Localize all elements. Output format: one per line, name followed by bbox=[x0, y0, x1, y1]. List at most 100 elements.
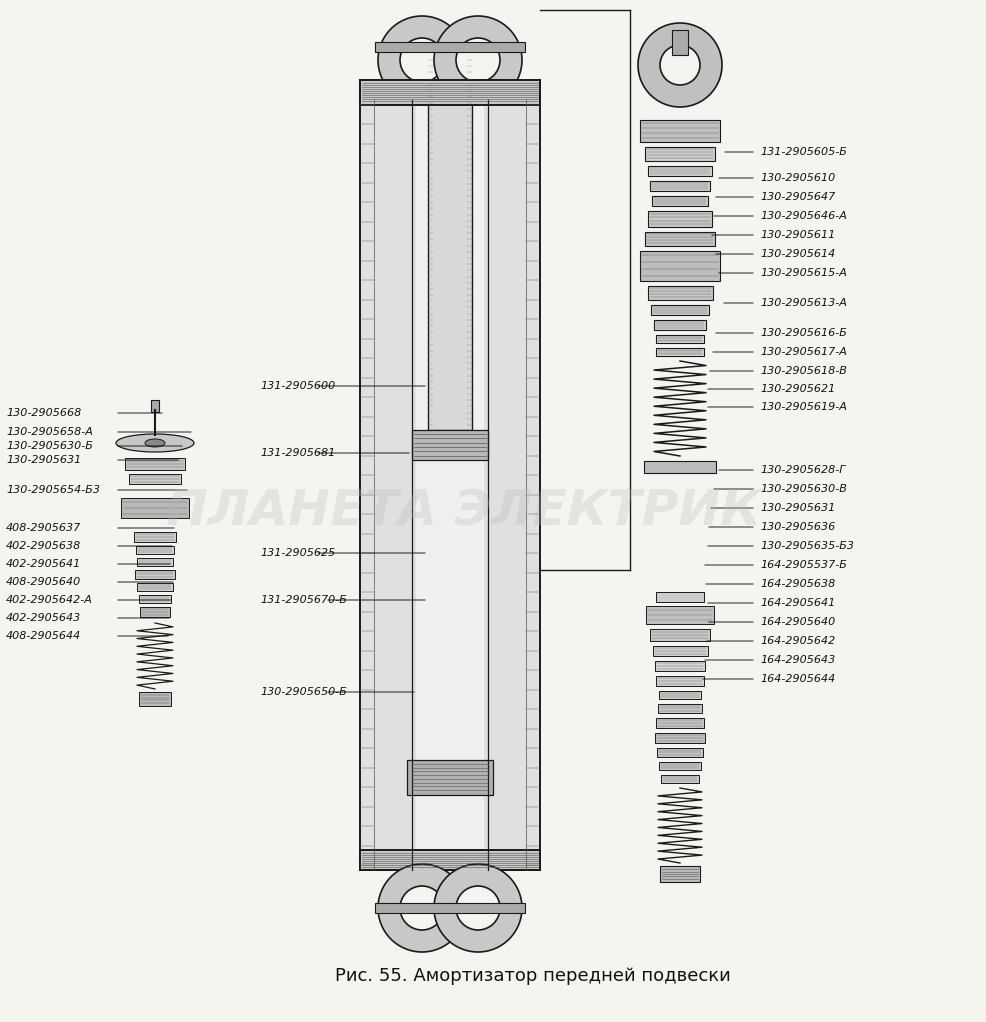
Text: 164-2905642: 164-2905642 bbox=[760, 636, 835, 646]
Text: 131-2905625: 131-2905625 bbox=[260, 548, 335, 558]
Text: 130-2905631: 130-2905631 bbox=[760, 503, 835, 513]
Bar bbox=[416, 100, 484, 870]
Bar bbox=[129, 474, 181, 484]
Text: 130-2905630-Б: 130-2905630-Б bbox=[6, 442, 93, 451]
Text: 130-2905613-А: 130-2905613-А bbox=[760, 298, 847, 308]
Bar bbox=[654, 320, 706, 330]
Circle shape bbox=[434, 16, 522, 104]
Bar bbox=[134, 532, 176, 542]
Text: 130-2905618-В: 130-2905618-В bbox=[760, 366, 847, 376]
Text: 130-2905630-В: 130-2905630-В bbox=[760, 484, 847, 494]
Text: 130-2905646-А: 130-2905646-А bbox=[760, 211, 847, 221]
Bar bbox=[375, 903, 525, 913]
Text: 130-2905610: 130-2905610 bbox=[760, 173, 835, 183]
Bar bbox=[657, 748, 703, 757]
Text: 408-2905644: 408-2905644 bbox=[6, 631, 81, 641]
Circle shape bbox=[638, 24, 722, 107]
Bar bbox=[672, 30, 688, 55]
Bar bbox=[658, 704, 702, 713]
Text: 130-2905631: 130-2905631 bbox=[6, 455, 81, 465]
Ellipse shape bbox=[116, 434, 194, 452]
Text: 408-2905637: 408-2905637 bbox=[6, 523, 81, 533]
Circle shape bbox=[378, 864, 466, 953]
Bar bbox=[659, 691, 701, 699]
Bar bbox=[360, 80, 540, 105]
Bar bbox=[645, 232, 715, 246]
Bar bbox=[137, 583, 173, 591]
Text: 164-2905537-Б: 164-2905537-Б bbox=[760, 560, 847, 570]
Text: 164-2905641: 164-2905641 bbox=[760, 598, 835, 608]
Text: 130-2905635-Б3: 130-2905635-Б3 bbox=[760, 541, 854, 551]
Bar bbox=[646, 606, 714, 624]
Text: 131-2905605-Б: 131-2905605-Б bbox=[760, 147, 847, 157]
Ellipse shape bbox=[145, 439, 165, 447]
Bar bbox=[648, 286, 713, 300]
Text: 402-2905641: 402-2905641 bbox=[6, 559, 81, 569]
Bar bbox=[125, 458, 185, 470]
Text: Рис. 55. Амортизатор передней подвески: Рис. 55. Амортизатор передней подвески bbox=[335, 967, 731, 985]
Bar bbox=[648, 166, 712, 176]
Text: 164-2905643: 164-2905643 bbox=[760, 655, 835, 665]
Bar bbox=[650, 181, 710, 191]
Text: 164-2905638: 164-2905638 bbox=[760, 579, 835, 589]
Circle shape bbox=[660, 45, 700, 85]
Bar bbox=[655, 661, 705, 671]
Text: 402-2905643: 402-2905643 bbox=[6, 613, 81, 623]
Bar bbox=[139, 692, 171, 706]
Bar bbox=[648, 211, 712, 227]
Circle shape bbox=[378, 16, 466, 104]
Bar bbox=[640, 120, 720, 142]
Circle shape bbox=[456, 886, 500, 930]
Text: 130-2905619-А: 130-2905619-А bbox=[760, 402, 847, 412]
Bar bbox=[659, 762, 701, 770]
Text: 131-2905600: 131-2905600 bbox=[260, 381, 335, 391]
Text: ПЛАНЕТА ЭЛЕКТРИК: ПЛАНЕТА ЭЛЕКТРИК bbox=[166, 487, 761, 535]
Text: 131-2905681: 131-2905681 bbox=[260, 448, 335, 458]
Bar bbox=[428, 55, 472, 430]
Text: 164-2905644: 164-2905644 bbox=[760, 673, 835, 684]
Text: 130-2905647: 130-2905647 bbox=[760, 192, 835, 202]
Bar bbox=[645, 147, 715, 161]
Text: 130-2905621: 130-2905621 bbox=[760, 384, 835, 394]
Bar bbox=[656, 335, 704, 343]
Text: 130-2905650-Б: 130-2905650-Б bbox=[260, 687, 347, 697]
Text: 130-2905617-А: 130-2905617-А bbox=[760, 347, 847, 357]
Bar bbox=[660, 866, 700, 882]
Bar bbox=[407, 760, 493, 795]
Text: 130-2905614: 130-2905614 bbox=[760, 249, 835, 259]
Circle shape bbox=[400, 38, 444, 82]
Bar bbox=[375, 42, 525, 52]
Text: 130-2905636: 130-2905636 bbox=[760, 522, 835, 532]
Bar bbox=[151, 400, 159, 412]
Text: 131-2905670-Б: 131-2905670-Б bbox=[260, 595, 347, 605]
Bar bbox=[650, 629, 710, 641]
Bar bbox=[655, 733, 705, 743]
Text: 130-2905611: 130-2905611 bbox=[760, 230, 835, 240]
Text: 130-2905654-Б3: 130-2905654-Б3 bbox=[6, 485, 100, 495]
Text: 402-2905638: 402-2905638 bbox=[6, 541, 81, 551]
Bar bbox=[656, 718, 704, 728]
Bar bbox=[135, 570, 175, 579]
Circle shape bbox=[434, 864, 522, 953]
Bar bbox=[640, 251, 720, 281]
Circle shape bbox=[456, 38, 500, 82]
Bar bbox=[139, 595, 171, 603]
Text: 130-2905615-А: 130-2905615-А bbox=[760, 268, 847, 278]
Text: 402-2905642-А: 402-2905642-А bbox=[6, 595, 93, 605]
Bar bbox=[651, 305, 709, 315]
Bar bbox=[360, 100, 540, 870]
Bar bbox=[360, 850, 540, 870]
Bar bbox=[652, 196, 708, 206]
Bar bbox=[412, 430, 488, 460]
Bar bbox=[661, 775, 699, 783]
Text: 164-2905640: 164-2905640 bbox=[760, 617, 835, 628]
Text: 408-2905640: 408-2905640 bbox=[6, 577, 81, 587]
Bar bbox=[656, 349, 704, 356]
Bar bbox=[653, 646, 708, 656]
Text: 130-2905616-Б: 130-2905616-Б bbox=[760, 328, 847, 338]
Circle shape bbox=[400, 886, 444, 930]
Bar bbox=[121, 498, 189, 518]
Bar bbox=[140, 607, 170, 617]
Bar bbox=[644, 461, 716, 473]
Bar bbox=[656, 676, 704, 686]
